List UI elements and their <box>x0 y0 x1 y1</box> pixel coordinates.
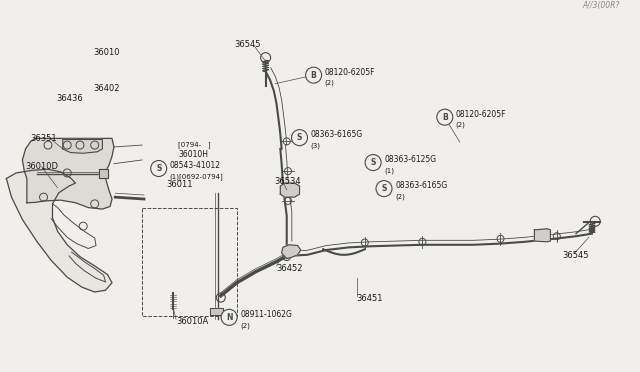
Text: 36402: 36402 <box>93 84 119 93</box>
Text: 36451: 36451 <box>356 294 382 303</box>
Text: B: B <box>442 113 447 122</box>
Polygon shape <box>210 308 223 315</box>
Polygon shape <box>99 169 108 178</box>
Circle shape <box>365 154 381 171</box>
Text: 36452: 36452 <box>276 264 303 273</box>
Text: S: S <box>297 133 302 142</box>
Text: N: N <box>226 313 232 322</box>
Circle shape <box>306 67 322 83</box>
Text: 08543-41012: 08543-41012 <box>170 161 221 170</box>
Text: 36011: 36011 <box>166 180 193 189</box>
Bar <box>142 208 237 316</box>
Text: 36545: 36545 <box>234 40 260 49</box>
Text: (2): (2) <box>456 122 466 128</box>
Polygon shape <box>6 169 112 292</box>
Circle shape <box>438 111 451 124</box>
Text: 08363-6125G: 08363-6125G <box>384 155 436 164</box>
Text: S: S <box>381 184 387 193</box>
Text: (3): (3) <box>310 142 321 149</box>
Text: 36010A: 36010A <box>176 317 208 326</box>
Text: B: B <box>311 71 316 80</box>
Polygon shape <box>280 183 300 197</box>
Polygon shape <box>282 245 301 259</box>
Text: 36010: 36010 <box>93 48 119 57</box>
Text: 36010D: 36010D <box>26 162 59 171</box>
Circle shape <box>151 160 166 177</box>
Text: 36010H: 36010H <box>178 150 208 159</box>
Text: 36545: 36545 <box>562 251 588 260</box>
Text: (1)[0692-0794]: (1)[0692-0794] <box>170 173 223 180</box>
Text: S: S <box>371 158 376 167</box>
Text: (2): (2) <box>240 322 250 328</box>
Text: 08120-6205F: 08120-6205F <box>456 110 506 119</box>
Text: 36436: 36436 <box>56 94 83 103</box>
Circle shape <box>221 309 237 326</box>
Polygon shape <box>22 138 114 209</box>
Text: 08120-6205F: 08120-6205F <box>324 68 375 77</box>
Text: S: S <box>156 164 161 173</box>
Circle shape <box>307 69 320 81</box>
Circle shape <box>436 109 453 125</box>
Text: B: B <box>442 113 447 122</box>
Text: 08363-6165G: 08363-6165G <box>310 130 363 139</box>
Text: (2): (2) <box>324 80 335 86</box>
Text: 36351: 36351 <box>31 134 58 143</box>
Text: B: B <box>311 71 316 80</box>
Polygon shape <box>63 140 102 153</box>
Text: A//3(00R?: A//3(00R? <box>582 1 620 10</box>
Text: (2): (2) <box>395 193 405 200</box>
Text: 08363-6165G: 08363-6165G <box>395 181 447 190</box>
Text: [0794-   ]: [0794- ] <box>178 142 211 148</box>
Text: (1): (1) <box>384 167 394 174</box>
Text: 08911-1062G: 08911-1062G <box>240 310 292 319</box>
Text: 36534: 36534 <box>274 177 301 186</box>
Polygon shape <box>534 229 550 242</box>
Circle shape <box>376 180 392 197</box>
Circle shape <box>292 129 308 146</box>
